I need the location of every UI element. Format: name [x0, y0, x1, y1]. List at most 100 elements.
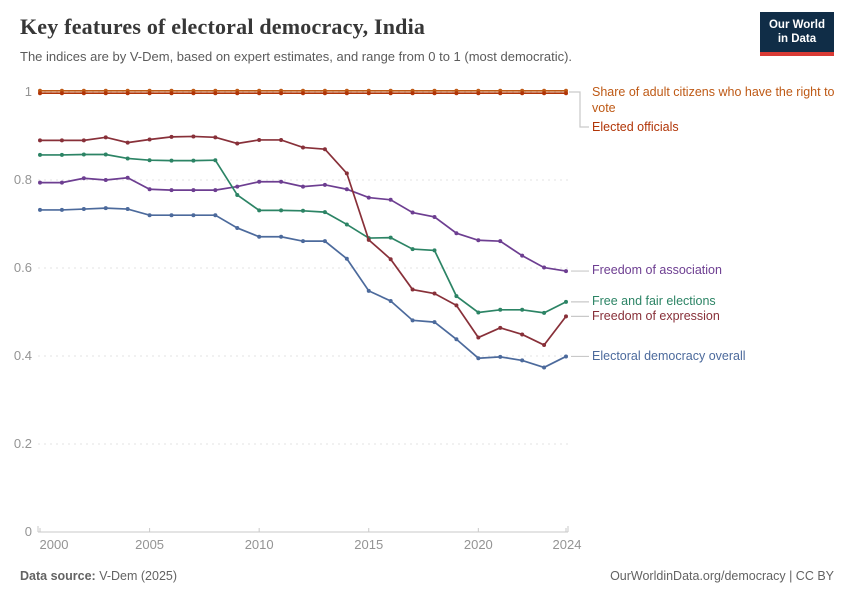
data-point [38, 207, 42, 212]
data-source: Data source: V-Dem (2025) [20, 569, 177, 583]
owid-logo[interactable]: Our World in Data [759, 12, 834, 56]
data-point [498, 239, 503, 244]
legend-freedom-of-expression[interactable]: Freedom of expression [592, 308, 720, 323]
data-point [103, 206, 108, 211]
data-point [147, 213, 152, 218]
data-point [213, 188, 218, 193]
y-tick-label: 0.8 [13, 172, 32, 187]
data-point [344, 187, 349, 192]
chart-canvas[interactable] [0, 0, 850, 560]
data-point [301, 91, 305, 96]
data-point [38, 91, 42, 96]
data-point [366, 288, 371, 293]
data-point [564, 314, 568, 319]
data-point [322, 239, 327, 244]
data-point [388, 235, 393, 240]
data-point [125, 156, 130, 161]
data-point [454, 337, 459, 342]
legend-share-of-adult-citizens[interactable]: Share of adult citizens who have the rig… [592, 85, 835, 115]
x-tick-label: 2024 [552, 537, 582, 552]
data-point [191, 91, 196, 96]
data-point [147, 187, 152, 192]
data-point [322, 182, 327, 187]
data-point [279, 179, 284, 184]
data-point [169, 91, 174, 96]
data-point [103, 91, 108, 96]
data-point [542, 91, 547, 96]
data-point [59, 138, 64, 143]
data-point [125, 91, 130, 96]
data-point [344, 222, 349, 227]
data-point [520, 91, 525, 96]
data-point [235, 184, 240, 189]
data-point [213, 213, 218, 218]
data-point [520, 253, 525, 258]
data-point [498, 307, 503, 312]
data-point [279, 137, 284, 142]
data-point [81, 138, 86, 143]
owid-logo-line1: Our World [768, 19, 825, 31]
data-point [235, 91, 240, 96]
data-point [38, 180, 42, 185]
data-point [257, 137, 262, 142]
legend-connector [569, 91, 589, 128]
data-point [169, 213, 174, 218]
data-point [81, 176, 86, 181]
data-point [301, 145, 305, 150]
data-point [257, 91, 262, 96]
data-point [388, 257, 393, 262]
data-point [498, 354, 503, 359]
data-point [279, 208, 284, 213]
chart-subtitle: The indices are by V-Dem, based on exper… [20, 49, 573, 64]
data-point [103, 178, 108, 182]
data-point [147, 91, 152, 96]
data-point [432, 320, 437, 325]
data-point [542, 265, 547, 270]
footer-link[interactable]: OurWorldinData.org/democracy | CC BY [610, 569, 834, 583]
legend-elected-officials[interactable]: Elected officials [592, 119, 679, 134]
data-point [59, 91, 64, 96]
x-tick-label: 2015 [354, 537, 384, 552]
legend-freedom-of-association[interactable]: Freedom of association [592, 263, 722, 278]
data-point [542, 365, 547, 370]
data-point [388, 91, 393, 96]
data-point [169, 158, 174, 163]
data-point [301, 208, 305, 213]
data-point [410, 210, 415, 215]
data-point [476, 335, 481, 340]
data-point [564, 299, 568, 304]
data-point [432, 248, 437, 253]
x-tick-label: 2010 [244, 537, 274, 552]
data-point [410, 287, 415, 292]
data-point [564, 354, 568, 359]
x-tick-label: 2005 [135, 537, 165, 552]
owid-logo-line2: in Data [777, 32, 817, 45]
data-point [476, 91, 481, 96]
data-point [564, 269, 568, 274]
data-point [235, 141, 240, 146]
data-point [366, 91, 371, 96]
legend-electoral-democracy-overall[interactable]: Electoral democracy overall [592, 348, 746, 363]
data-point [301, 184, 305, 189]
data-point [147, 137, 152, 142]
legend-free-and-fair-elections[interactable]: Free and fair elections [592, 294, 716, 309]
data-point [103, 135, 108, 140]
data-point [235, 225, 240, 230]
data-source-value: V-Dem (2025) [95, 569, 178, 583]
data-point [191, 134, 196, 139]
data-point [366, 237, 371, 242]
data-point [38, 152, 42, 157]
data-point [542, 310, 547, 315]
data-point [257, 179, 262, 184]
data-point [213, 158, 218, 163]
data-point [191, 188, 196, 193]
data-point [476, 356, 481, 361]
data-point [432, 214, 437, 219]
data-point [59, 180, 64, 185]
data-point [388, 299, 393, 303]
y-tick-label: 1 [24, 84, 32, 99]
data-point [432, 291, 437, 296]
data-point [125, 175, 130, 180]
data-point [125, 140, 130, 145]
